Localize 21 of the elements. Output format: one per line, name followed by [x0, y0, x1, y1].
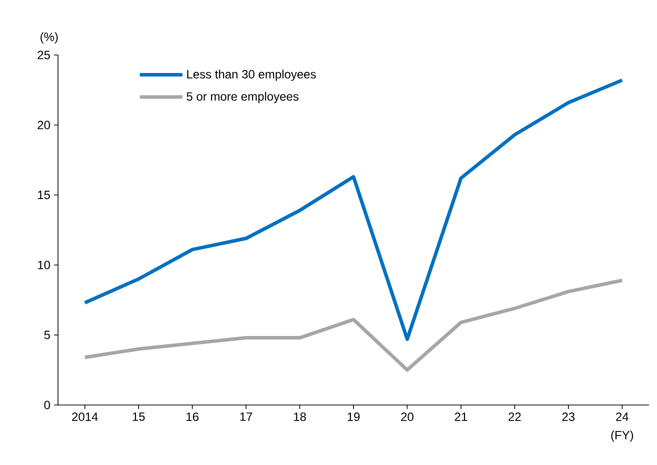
x-axis-title: (FY)	[611, 430, 634, 442]
x-tick-label: 19	[348, 412, 360, 422]
x-tick-label: 22	[508, 412, 521, 421]
legend-label: Less than 30 employees	[187, 70, 316, 81]
x-tick-label: 23	[562, 412, 575, 422]
y-tick-label: 10	[38, 260, 50, 270]
x-tick-label: 18	[294, 412, 306, 422]
x-tick-label: 16	[186, 412, 198, 422]
x-tick-label: 21	[454, 412, 468, 421]
y-tick-label: 15	[38, 190, 50, 200]
legend-label: 5 or more employees	[186, 92, 298, 104]
y-tick-label: 5	[44, 330, 50, 340]
y-tick-label: 0	[44, 400, 50, 410]
y-tick-label: 25	[38, 50, 50, 60]
x-tick-label: 2014	[72, 412, 98, 422]
x-tick-label: 24	[616, 412, 628, 421]
y-axis-title: (%)	[40, 32, 58, 44]
y-tick-label: 20	[38, 120, 50, 130]
x-tick-label: 17	[240, 412, 252, 421]
x-tick-label: 20	[401, 412, 414, 422]
x-tick-label: 15	[132, 412, 145, 421]
